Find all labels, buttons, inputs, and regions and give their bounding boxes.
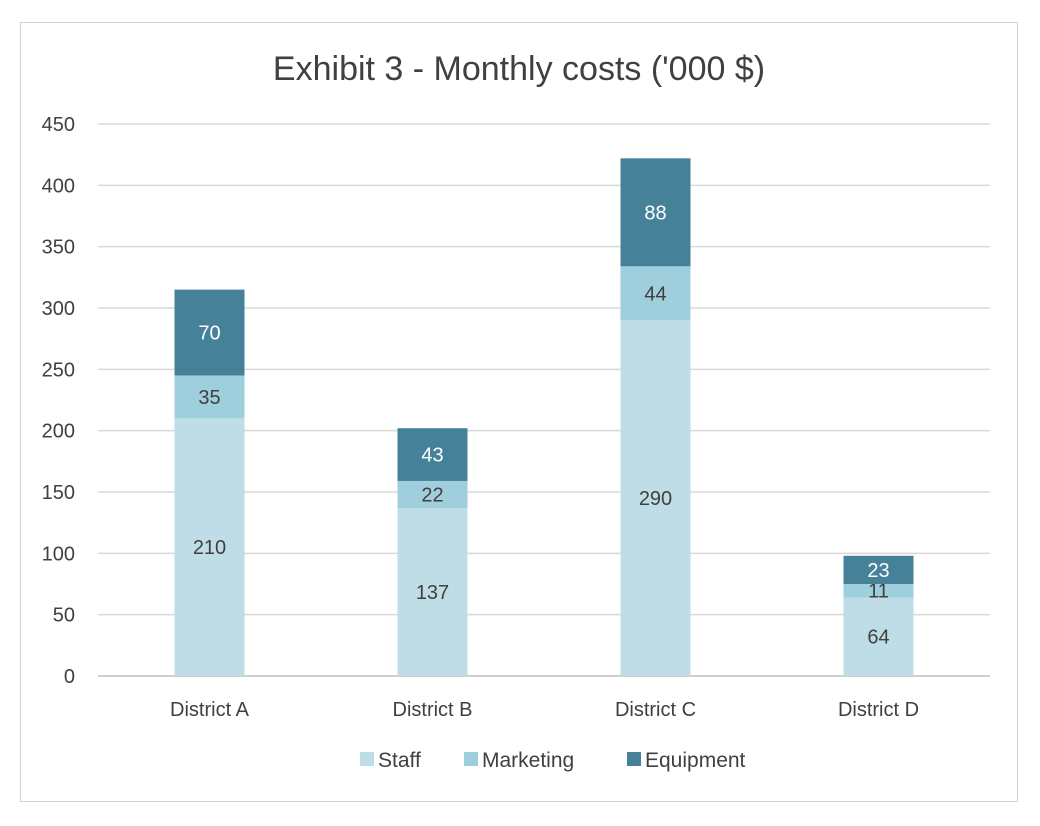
data-label: 23 bbox=[867, 560, 889, 582]
legend-label: Staff bbox=[378, 749, 421, 772]
x-axis-categories: District A District B District C District D bbox=[170, 699, 919, 721]
x-category-label: District A bbox=[170, 699, 250, 721]
y-tick-label: 150 bbox=[42, 482, 75, 504]
bar-segment-marketing-1 bbox=[174, 375, 245, 419]
x-category-label: District C bbox=[615, 699, 696, 721]
data-label: 22 bbox=[421, 484, 443, 506]
bar-segment-staff-4 bbox=[843, 597, 914, 676]
y-tick-label: 0 bbox=[64, 666, 75, 688]
data-label: 210 bbox=[193, 537, 226, 559]
bar-segment-equipment-1 bbox=[174, 289, 245, 376]
legend-label: Marketing bbox=[482, 749, 574, 772]
data-label: 70 bbox=[198, 323, 220, 345]
bar-segment-staff-3 bbox=[620, 320, 691, 676]
bar-segment-marketing-2 bbox=[397, 480, 468, 508]
y-tick-label: 250 bbox=[42, 359, 75, 381]
y-tick-label: 300 bbox=[42, 298, 75, 320]
bar-segment-equipment-4 bbox=[843, 555, 914, 584]
legend-swatch-staff bbox=[360, 752, 374, 766]
data-label: 44 bbox=[644, 283, 666, 305]
data-label: 290 bbox=[639, 488, 672, 510]
bar-segment-staff-1 bbox=[174, 418, 245, 676]
y-tick-label: 50 bbox=[53, 605, 75, 627]
data-label: 64 bbox=[867, 627, 889, 649]
data-label: 137 bbox=[416, 582, 449, 604]
bar-segment-staff-2 bbox=[397, 507, 468, 676]
x-category-label: District D bbox=[838, 699, 919, 721]
bar-segment-equipment-2 bbox=[397, 428, 468, 481]
legend-swatch-marketing bbox=[464, 752, 478, 766]
data-label: 43 bbox=[421, 445, 443, 467]
y-tick-label: 350 bbox=[42, 237, 75, 259]
bar-segment-equipment-3 bbox=[620, 158, 691, 267]
legend-swatch-equipment bbox=[627, 752, 641, 766]
data-label: 11 bbox=[868, 581, 889, 603]
bar-segment-marketing-3 bbox=[620, 266, 691, 321]
y-tick-label: 400 bbox=[42, 175, 75, 197]
legend: Staff Marketing Equipment bbox=[360, 749, 746, 772]
y-tick-label: 100 bbox=[42, 543, 75, 565]
y-tick-label: 450 bbox=[42, 114, 75, 136]
y-tick-label: 200 bbox=[42, 421, 75, 443]
gridlines bbox=[98, 123, 990, 677]
x-category-label: District B bbox=[393, 699, 473, 721]
data-label: 35 bbox=[198, 387, 220, 409]
data-label: 88 bbox=[644, 202, 666, 224]
y-axis-ticks: 0 50 100 150 200 250 300 350 400 450 bbox=[42, 114, 75, 688]
legend-label: Equipment bbox=[645, 749, 746, 772]
chart-title: Exhibit 3 - Monthly costs ('000 $) bbox=[273, 50, 765, 88]
bar-segment-marketing-4 bbox=[843, 584, 914, 598]
